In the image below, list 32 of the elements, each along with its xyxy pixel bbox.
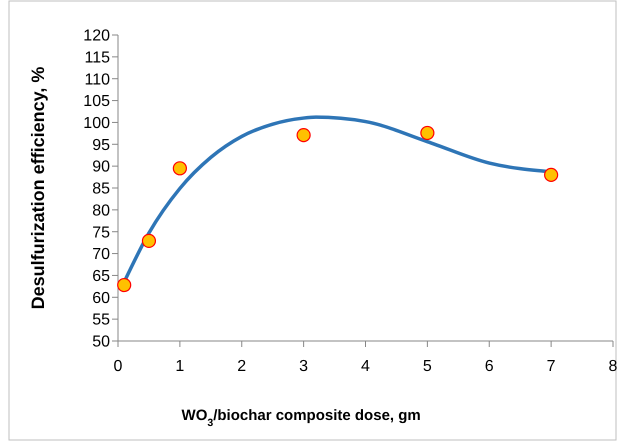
y-tick-label: 75	[92, 224, 110, 242]
y-tick-label: 50	[92, 334, 110, 351]
x-tick-label: 6	[484, 358, 494, 375]
x-tick-label: 0	[114, 358, 123, 375]
y-tick-label: 70	[92, 246, 110, 264]
y-tick-label: 105	[83, 93, 110, 110]
y-tick-label: 65	[92, 268, 110, 286]
y-tick-label: 110	[84, 71, 110, 88]
point	[142, 234, 156, 248]
point	[420, 126, 434, 140]
y-tick-label: 80	[92, 202, 110, 220]
y-tick-label: 55	[92, 312, 110, 329]
y-tick-label: 95	[92, 136, 110, 154]
x-tick-label: 3	[299, 358, 308, 375]
x-tick-label: 2	[237, 358, 246, 375]
y-tick-label: 60	[92, 290, 110, 307]
y-tick-label: 85	[92, 180, 110, 198]
y-tick-label: 120	[83, 28, 110, 45]
point	[172, 161, 187, 176]
point	[544, 168, 558, 182]
x-tick-label: 1	[175, 358, 184, 375]
y-tick-label: 90	[92, 158, 110, 176]
y-tick-label: 100	[83, 115, 110, 132]
y-tick-label: 115	[84, 49, 110, 66]
y-axis-title: Desulfurization efficiency, %	[28, 66, 48, 310]
point	[117, 278, 132, 292]
point	[296, 128, 311, 142]
x-tick-label: 4	[361, 358, 370, 375]
x-tick-label: 5	[422, 358, 432, 375]
x-axis-title: WO$_{3}$/biochar composite dose, gm	[182, 407, 421, 429]
x-tick-label: 7	[546, 358, 556, 375]
x-tick-label: 8	[608, 358, 617, 375]
